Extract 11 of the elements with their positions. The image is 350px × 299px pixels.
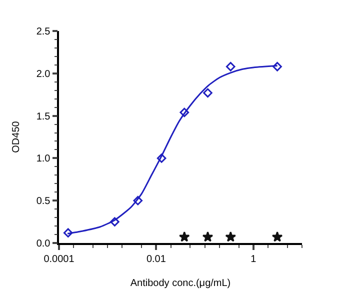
y-tick-label: 2.5 bbox=[36, 26, 51, 38]
y-tick-label: 0.0 bbox=[36, 238, 51, 250]
y-tick-label: 1.0 bbox=[36, 154, 51, 165]
y-tick-label: 1.5 bbox=[36, 111, 51, 122]
y-axis-title: OD450 bbox=[10, 120, 22, 153]
x-axis-title: Antibody conc.(μg/mL) bbox=[130, 278, 231, 289]
x-tick-label: 1 bbox=[250, 254, 257, 265]
y-tick-label: 2.0 bbox=[36, 68, 51, 80]
y-tick-label: 0.5 bbox=[36, 196, 51, 208]
x-tick-label: 0.01 bbox=[146, 254, 166, 265]
x-tick-label: 0.0001 bbox=[44, 254, 75, 265]
